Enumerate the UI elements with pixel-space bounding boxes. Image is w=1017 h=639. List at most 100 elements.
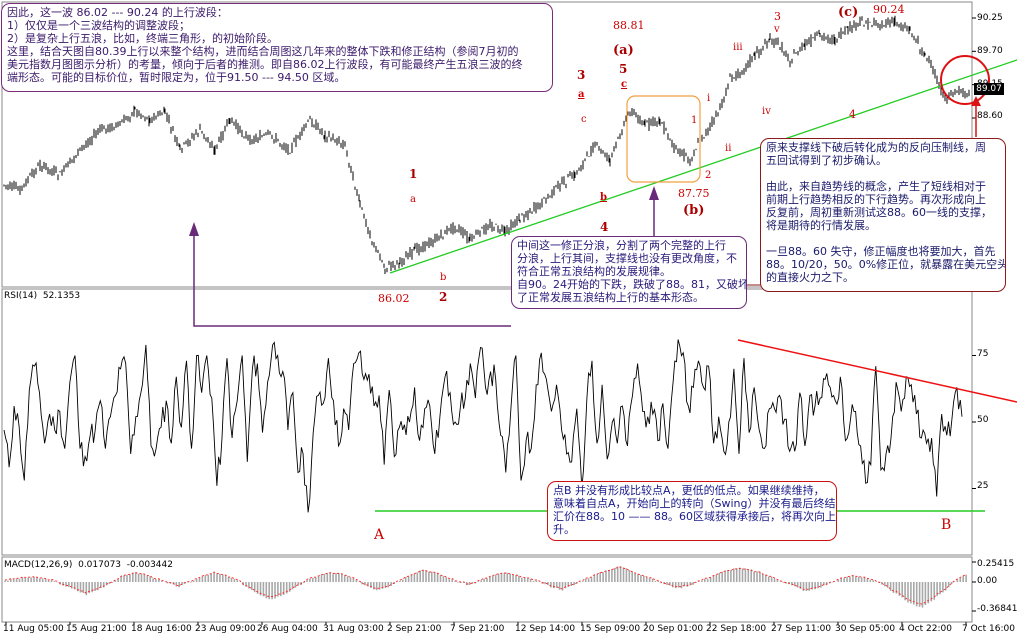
wave-label: 4 <box>600 220 609 234</box>
annotation-line: 1）仅仅是一个三波结构的调整波段； <box>7 19 190 32</box>
connector-arrow-right-head <box>649 186 659 200</box>
annotation-line: 自90。24开始的下跌，跌破了88。81，又破坏 <box>517 278 747 291</box>
price-label-high-a: 88.81 <box>613 19 645 32</box>
annotation-line: 中间这一修正分浪，分割了两个完整的上行 <box>517 239 726 252</box>
x-tick-label: 15 Aug 21:00 <box>66 624 127 634</box>
retest-arrow-head <box>971 96 981 106</box>
wave-label: 5 <box>619 62 628 76</box>
price-tick-label: 88.60 <box>977 111 1003 121</box>
annotation-line: 原来支撑线下破后转化成为的反向压制线，周 <box>766 141 986 154</box>
macd-panel-border <box>1 556 973 623</box>
wave-label: 4 <box>849 108 856 121</box>
annotation-line: 意味着自点A，开始向上的转向（Swing）并没有最后终结。 <box>553 497 837 510</box>
x-tick-label: 2 Sep 21:00 <box>387 624 442 634</box>
wave-label: a <box>410 194 416 205</box>
annotation-box-middle: 中间这一修正分浪，分割了两个完整的上行 分浪，上行其间，支撑线也没有更改角度，不… <box>511 236 747 309</box>
price-tick-label: 89.70 <box>977 46 1003 56</box>
annotation-line <box>766 232 1000 245</box>
x-tick-label: 11 Aug 05:00 <box>3 624 64 634</box>
annotation-line: 美元指数月图图示分析）的考量，倾向于后者的推测。即自86.02上行波段，有可能最… <box>7 58 523 71</box>
wave-label: iv <box>762 106 771 117</box>
macd-tick-label: 0.25415 <box>977 559 1015 569</box>
x-tick-label: 27 Sep 11:00 <box>771 624 832 634</box>
wave-label: i <box>707 93 711 104</box>
x-tick-label: 4 Oct 22:00 <box>899 624 952 634</box>
correction-highlight-box <box>626 95 701 183</box>
rsi-point-a-label: A <box>374 527 385 543</box>
current-price-marker: 89.07 <box>974 83 1004 95</box>
annotation-line: 符合正常五浪结构的发展规律。 <box>517 265 671 278</box>
annotation-line: 的直接火力之下。 <box>766 271 854 284</box>
annotation-line <box>766 167 1000 180</box>
annotation-line: 端形态。可能的目标价位，暂时限定为，位于91.50 --- 94.50 区域。 <box>7 71 346 84</box>
macd-tick-label: -0.36841 <box>977 604 1017 614</box>
annotation-box-top: 因此，这一波 86.02 --- 90.24 的上行波段： 1）仅仅是一个三波结… <box>1 3 553 92</box>
rsi-resistance-line <box>737 339 1017 403</box>
annotation-box-bottom: 点B 并没有形成比较点A，更低的低点。如果继续维持， 意味着自点A，开始向上的转… <box>547 481 837 541</box>
wave-label: (b) <box>683 203 705 218</box>
price-label-low-a: 86.02 <box>378 292 410 305</box>
annotation-line: 这里，结合天图自80.39上行以来整个结构，进而结合周图这几年来的整体下跌和修正… <box>7 45 519 58</box>
wave-label: c <box>581 114 587 125</box>
wave-label: 2 <box>705 170 712 181</box>
annotation-line: 五回试得到了初步确认。 <box>766 154 887 167</box>
wave-label: 3 <box>577 68 586 82</box>
wave-label: iii <box>733 42 743 53</box>
macd-header: MACD(12,26,9) 0.017073 -0.003442 <box>4 560 173 570</box>
connector-arrow-left-head <box>189 222 199 236</box>
x-tick-label: 30 Sep 05:00 <box>835 624 896 634</box>
wave-label: 2 <box>439 290 448 304</box>
price-label-high-c: 90.24 <box>873 3 905 16</box>
annotation-line: 由此，来自趋势线的概念，产生了短线相对于 <box>766 180 986 193</box>
rsi-header: RSI(14) 52.1353 <box>4 291 81 301</box>
annotation-line: 点B 并没有形成比较点A，更低的低点。如果继续维持， <box>553 484 825 497</box>
x-tick-label: 22 Sep 18:00 <box>706 624 767 634</box>
annotation-line: 了正常发展五浪结构上行的基本形态。 <box>517 291 704 304</box>
annotation-line: 一旦88。60 失守，修正幅度也将要加大，首先 <box>766 245 996 258</box>
x-tick-label: 7 Sep 21:00 <box>450 624 505 634</box>
wave-label: v <box>774 24 780 35</box>
annotation-line: 88。10/20，50。0%修正位，就暴露在美元空头 <box>766 258 1006 271</box>
annotation-line: 因此，这一波 86.02 --- 90.24 的上行波段： <box>7 6 228 19</box>
x-tick-label: 7 Oct 16:00 <box>962 624 1015 634</box>
wave-label: c <box>621 79 628 90</box>
price-tick-label: 90.25 <box>977 13 1003 23</box>
wave-label: ii <box>725 143 732 154</box>
connector-arrow-left <box>193 231 511 327</box>
annotation-line: 将是期待的行情发展。 <box>766 219 876 232</box>
rsi-point-b-label: B <box>941 517 952 533</box>
wave-label: (c) <box>838 5 859 20</box>
annotation-line: 汇价在88。10 —— 88。60区域获得承接后，将再次向上攀 <box>553 510 837 523</box>
wave-label: 3 <box>774 10 781 23</box>
macd-panel <box>4 561 976 612</box>
rsi-tick-label: 25 <box>977 481 989 491</box>
annotation-line: 分浪，上行其间，支撑线也没有更改角度，不 <box>517 252 737 265</box>
x-tick-label: 31 Aug 03:00 <box>323 624 384 634</box>
annotation-line: 升。 <box>553 523 575 536</box>
x-tick-label: 18 Aug 16:00 <box>131 624 192 634</box>
annotation-line: 反复前，周初重新测试这88。60一线的支撑， <box>766 206 992 219</box>
price-label-low-b: 87.75 <box>678 187 710 200</box>
annotation-line: 前期上行趋势相反的下行趋势。再次形成向上 <box>766 193 986 206</box>
x-tick-label: 26 Aug 04:00 <box>257 624 318 634</box>
wave-label: b <box>440 272 447 283</box>
wave-label: a <box>578 89 585 100</box>
x-tick-label: 15 Sep 09:00 <box>580 624 641 634</box>
rsi-tick-label: 75 <box>977 349 989 359</box>
wave-label: b <box>600 192 607 203</box>
rsi-tick-label: 50 <box>977 415 989 425</box>
rsi-line <box>3 339 963 513</box>
macd-tick-label: 0.00 <box>977 576 998 586</box>
x-tick-label: 12 Sep 14:00 <box>515 624 576 634</box>
wave-label: 1 <box>409 167 418 181</box>
rsi-panel <box>3 339 1017 513</box>
wave-label: 1 <box>691 115 698 126</box>
retest-circle <box>940 55 990 105</box>
annotation-line: 2）是复杂上行五浪，比如，终端三角形，的初始阶段。 <box>7 32 278 45</box>
annotation-box-right: 原来支撑线下破后转化成为的反向压制线，周 五回试得到了初步确认。 由此，来自趋势… <box>760 138 1006 292</box>
price-panel <box>3 15 1017 327</box>
x-tick-label: 20 Sep 01:00 <box>643 624 704 634</box>
support-trend-line <box>389 59 1017 274</box>
macd-signal-line <box>4 566 967 605</box>
